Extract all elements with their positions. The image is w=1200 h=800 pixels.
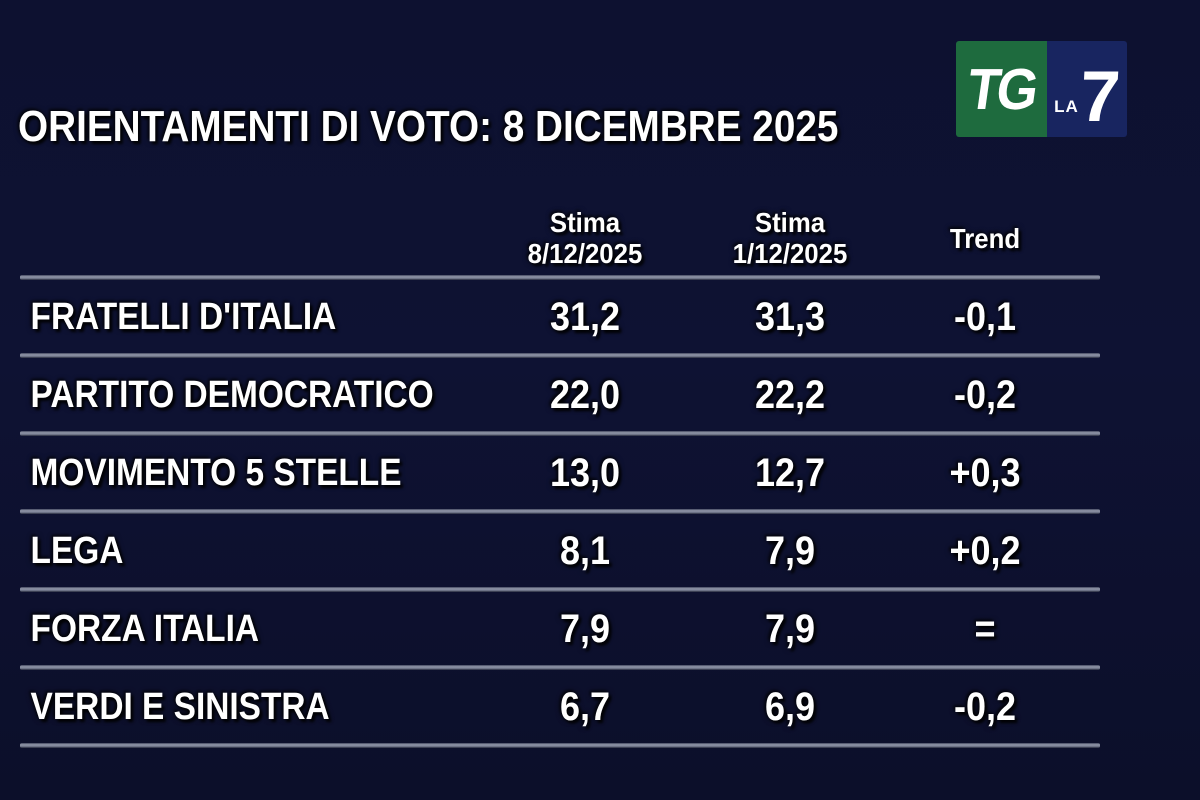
header-trend-label: Trend (949, 222, 1021, 254)
header-party-spacer (38, 198, 461, 278)
trend-value: = (974, 606, 996, 651)
table-row: PARTITO DEMOCRATICO 22,0 22,2 -0,2 (20, 356, 1100, 436)
party-name: LEGA (30, 529, 124, 572)
la7-logo-la-text: LA (1054, 97, 1079, 116)
header-stima-previous: Stima 1/12/2025 (698, 198, 882, 278)
stima-current-value: 7,9 (559, 606, 611, 651)
table-row: VERDI E SINISTRA 6,7 6,9 -0,2 (20, 668, 1100, 748)
stima-previous-value: 12,7 (754, 450, 826, 495)
party-name: FORZA ITALIA (30, 607, 260, 650)
party-name: FRATELLI D'ITALIA (30, 295, 337, 338)
stima-previous-value: 7,9 (764, 606, 816, 651)
trend-value: -0,1 (953, 294, 1017, 339)
stima-current-value: 6,7 (559, 684, 611, 729)
header-stima-current-line1: Stima (549, 207, 621, 238)
stima-previous-value: 22,2 (754, 372, 826, 417)
tg-logo-text: TG (963, 56, 1040, 122)
header-trend: Trend (898, 198, 1073, 278)
tg-logo-block: TG (956, 41, 1047, 137)
header-stima-previous-line1: Stima (754, 207, 826, 238)
stima-current-value: 8,1 (559, 528, 611, 573)
table-row: FRATELLI D'ITALIA 31,2 31,3 -0,1 (20, 278, 1100, 358)
stima-previous-value: 7,9 (764, 528, 816, 573)
stima-previous-value: 6,9 (764, 684, 816, 729)
trend-value: -0,2 (953, 372, 1017, 417)
la7-logo-seven: 7 (1077, 57, 1123, 137)
la7-logo-block: LA 7 (1047, 41, 1127, 137)
table-row: FORZA ITALIA 7,9 7,9 = (20, 590, 1100, 670)
stima-current-value: 13,0 (549, 450, 621, 495)
stima-previous-value: 31,3 (754, 294, 826, 339)
party-name: MOVIMENTO 5 STELLE (30, 451, 402, 494)
trend-value: +0,3 (949, 450, 1021, 495)
stima-current-value: 22,0 (549, 372, 621, 417)
table-header-row: Stima 8/12/2025 Stima 1/12/2025 Trend (20, 198, 1100, 280)
table-row: LEGA 8,1 7,9 +0,2 (20, 512, 1100, 592)
trend-value: +0,2 (949, 528, 1021, 573)
trend-value: -0,2 (953, 684, 1017, 729)
header-stima-previous-date: 1/12/2025 (732, 238, 848, 269)
header-stima-current-date: 8/12/2025 (527, 238, 643, 269)
party-name: PARTITO DEMOCRATICO (30, 373, 434, 416)
tg-la7-logo: TG LA 7 (956, 41, 1127, 137)
party-name: VERDI E SINISTRA (30, 685, 330, 728)
table-row: MOVIMENTO 5 STELLE 13,0 12,7 +0,3 (20, 434, 1100, 514)
page-title: ORIENTAMENTI DI VOTO: 8 DICEMBRE 2025 (18, 102, 839, 151)
header-stima-current: Stima 8/12/2025 (488, 198, 681, 278)
poll-table: Stima 8/12/2025 Stima 1/12/2025 Trend FR… (20, 198, 1100, 748)
stima-current-value: 31,2 (549, 294, 621, 339)
